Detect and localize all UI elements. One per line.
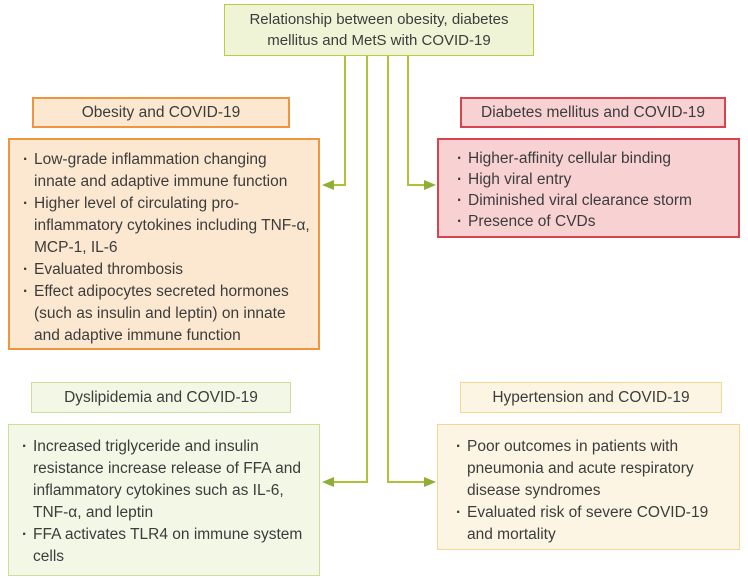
hypertension-list: Poor outcomes in patients with pneumonia… xyxy=(455,436,731,546)
dyslipidemia-header-label: Dyslipidemia and COVID-19 xyxy=(64,388,258,406)
list-item: Increased triglyceride and insulin resis… xyxy=(21,436,311,524)
list-item: High viral entry xyxy=(456,169,730,190)
title-text: Relationship between obesity, diabetes m… xyxy=(249,11,509,49)
diabetes-header-label: Diabetes mellitus and COVID-19 xyxy=(481,103,705,121)
obesity-list: Low-grade inflammation changing innate a… xyxy=(22,149,310,347)
list-item: Diminished viral clearance storm xyxy=(456,190,730,211)
list-item: Poor outcomes in patients with pneumonia… xyxy=(455,436,731,502)
list-item: Higher-affinity cellular binding xyxy=(456,148,730,169)
arrowhead-hypertension xyxy=(424,477,436,487)
title-box: Relationship between obesity, diabetes m… xyxy=(224,4,534,56)
list-item: FFA activates TLR4 on immune system cell… xyxy=(21,524,311,568)
obesity-header-label: Obesity and COVID-19 xyxy=(81,103,241,121)
obesity-content: Low-grade inflammation changing innate a… xyxy=(8,138,320,350)
list-item: Evaluated risk of severe COVID-19 and mo… xyxy=(455,502,731,546)
arrowhead-obesity xyxy=(322,180,334,190)
connector-to-hypertension xyxy=(387,56,425,483)
hypertension-header-label: Hypertension and COVID-19 xyxy=(492,388,690,406)
dyslipidemia-list: Increased triglyceride and insulin resis… xyxy=(21,436,311,568)
diabetes-list: Higher-affinity cellular binding High vi… xyxy=(456,148,730,232)
list-item: Evaluated thrombosis xyxy=(22,259,310,281)
connector-to-dyslipidemia xyxy=(333,56,368,483)
connector-to-diabetes xyxy=(407,56,425,186)
hypertension-content: Poor outcomes in patients with pneumonia… xyxy=(437,424,740,550)
diabetes-content: Higher-affinity cellular binding High vi… xyxy=(437,138,740,238)
list-item: Low-grade inflammation changing innate a… xyxy=(22,149,310,193)
hypertension-header: Hypertension and COVID-19 xyxy=(460,382,722,413)
arrowhead-dyslipidemia xyxy=(322,477,334,487)
list-item: Effect adipocytes secreted hormones (suc… xyxy=(22,281,310,347)
dyslipidemia-content: Increased triglyceride and insulin resis… xyxy=(8,424,320,576)
arrowhead-diabetes xyxy=(424,180,436,190)
dyslipidemia-header: Dyslipidemia and COVID-19 xyxy=(31,382,291,413)
diabetes-header: Diabetes mellitus and COVID-19 xyxy=(460,97,726,128)
obesity-header: Obesity and COVID-19 xyxy=(32,97,290,128)
list-item: Presence of CVDs xyxy=(456,211,730,232)
connector-to-obesity xyxy=(333,56,346,186)
list-item: Higher level of circulating pro-inflamma… xyxy=(22,193,310,259)
